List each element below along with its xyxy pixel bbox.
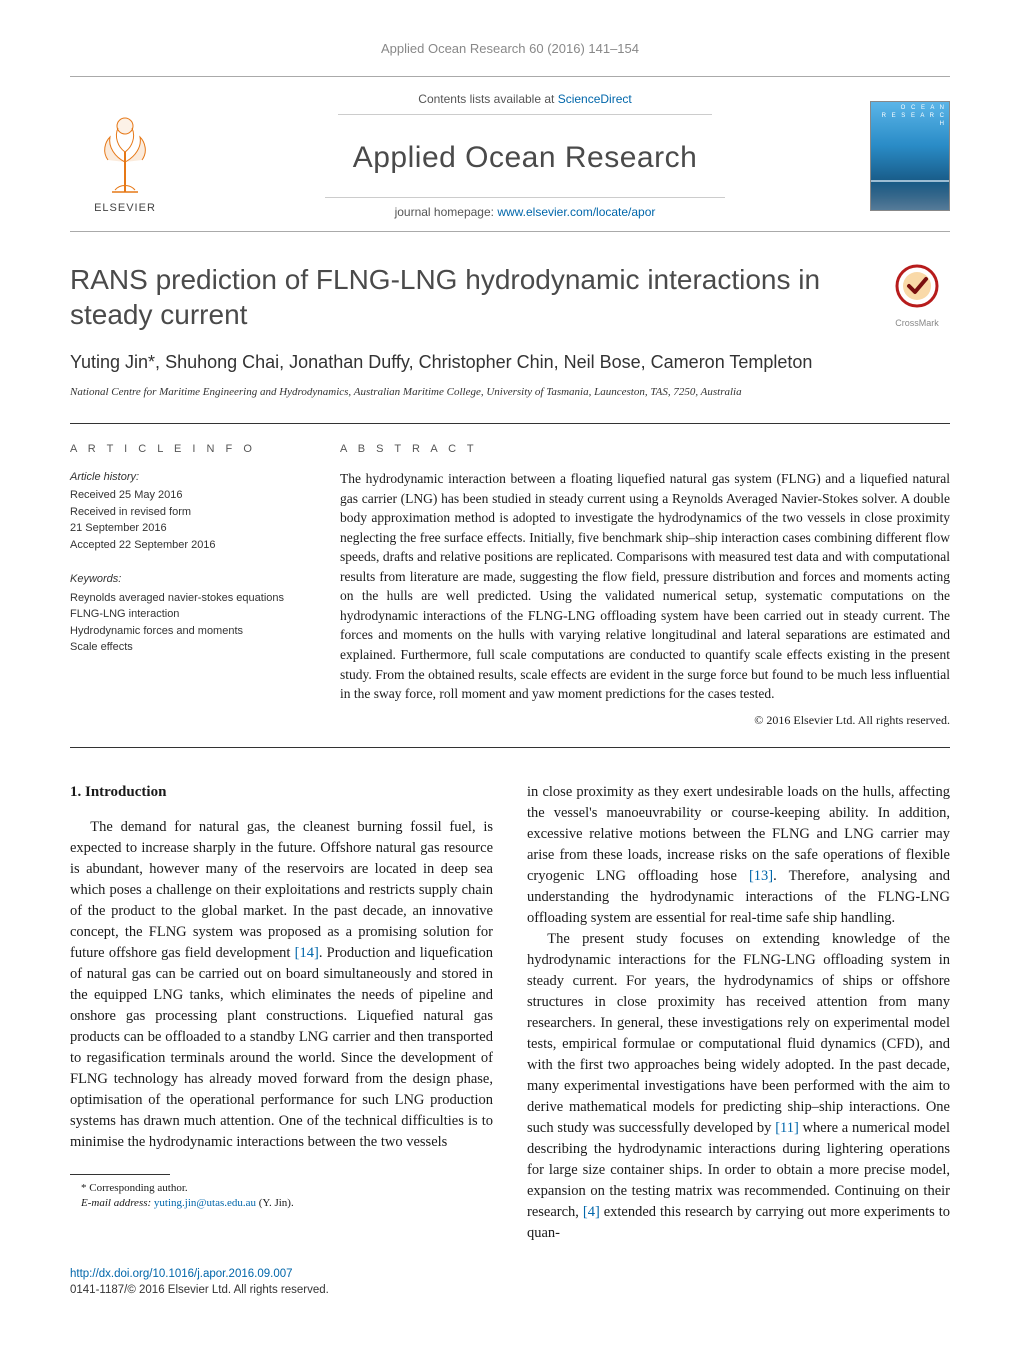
journal-header: ELSEVIER Contents lists available at Sci… xyxy=(70,76,950,232)
intro-para-3: The present study focuses on extending k… xyxy=(527,929,950,1244)
revised-label: Received in revised form xyxy=(70,504,290,521)
contents-prefix: Contents lists available at xyxy=(418,92,557,106)
abstract-text: The hydrodynamic interaction between a f… xyxy=(340,469,950,704)
header-center: Contents lists available at ScienceDirec… xyxy=(180,89,870,223)
elsevier-logo: ELSEVIER xyxy=(70,96,180,216)
footnotes: * Corresponding author. E-mail address: … xyxy=(70,1174,493,1212)
intro-para-1: The demand for natural gas, the cleanest… xyxy=(70,817,493,1153)
journal-cover-thumb: O C E A N R E S E A R C H xyxy=(870,101,950,211)
homepage-link[interactable]: www.elsevier.com/locate/apor xyxy=(497,205,655,219)
keywords-label: Keywords: xyxy=(70,571,290,588)
corresponding-author-note: * Corresponding author. xyxy=(70,1181,493,1196)
homepage-line: journal homepage: www.elsevier.com/locat… xyxy=(325,197,726,221)
elsevier-tree-icon xyxy=(90,112,160,197)
crossmark-badge[interactable]: CrossMark xyxy=(884,264,950,330)
email-suffix: (Y. Jin). xyxy=(256,1197,294,1209)
crossmark-label: CrossMark xyxy=(884,317,950,330)
footnote-rule xyxy=(70,1174,170,1175)
cover-label-2: R E S E A R C H xyxy=(874,113,946,129)
article-history-label: Article history: xyxy=(70,469,290,486)
footer-copyright: 0141-1187/© 2016 Elsevier Ltd. All right… xyxy=(70,1284,329,1296)
doi-link[interactable]: http://dx.doi.org/10.1016/j.apor.2016.09… xyxy=(70,1268,293,1280)
homepage-prefix: journal homepage: xyxy=(395,205,498,219)
running-head: Applied Ocean Research 60 (2016) 141–154 xyxy=(70,40,950,58)
section-heading-intro: 1. Introduction xyxy=(70,782,493,804)
keyword: FLNG-LNG interaction xyxy=(70,606,290,623)
abstract-heading: a b s t r a c t xyxy=(340,442,950,457)
page-footer: http://dx.doi.org/10.1016/j.apor.2016.09… xyxy=(70,1266,950,1298)
affiliation: National Centre for Maritime Engineering… xyxy=(70,385,950,400)
running-head-text: Applied Ocean Research 60 (2016) 141–154 xyxy=(381,41,639,56)
keyword: Reynolds averaged navier-stokes equation… xyxy=(70,590,290,607)
keyword: Scale effects xyxy=(70,639,290,656)
intro-para-2: in close proximity as they exert undesir… xyxy=(527,782,950,929)
revised-date: 21 September 2016 xyxy=(70,520,290,537)
ref-13[interactable]: [13] xyxy=(749,868,773,884)
article-meta: a r t i c l e i n f o Article history: R… xyxy=(70,423,950,748)
email-line: E-mail address: yuting.jin@utas.edu.au (… xyxy=(70,1196,493,1211)
cover-label-1: O C E A N xyxy=(901,105,946,113)
abstract-block: a b s t r a c t The hydrodynamic interac… xyxy=(340,424,950,747)
ref-11[interactable]: [11] xyxy=(775,1120,799,1136)
body-columns: 1. Introduction The demand for natural g… xyxy=(70,782,950,1244)
para1b: . Production and liquefication of natura… xyxy=(70,945,493,1150)
abstract-copyright: © 2016 Elsevier Ltd. All rights reserved… xyxy=(340,712,950,729)
para3a: The present study focuses on extending k… xyxy=(527,931,950,1136)
cover-wave-icon xyxy=(871,180,949,210)
para1a: The demand for natural gas, the cleanest… xyxy=(70,819,493,961)
crossmark-icon xyxy=(895,264,939,308)
journal-name: Applied Ocean Research xyxy=(180,137,870,179)
authors-line: Yuting Jin*, Shuhong Chai, Jonathan Duff… xyxy=(70,350,950,375)
authors-text: Yuting Jin*, Shuhong Chai, Jonathan Duff… xyxy=(70,352,812,372)
title-row: RANS prediction of FLNG-LNG hydrodynamic… xyxy=(70,262,950,332)
article-info-heading: a r t i c l e i n f o xyxy=(70,442,290,457)
ref-14[interactable]: [14] xyxy=(295,945,319,961)
ref-4[interactable]: [4] xyxy=(583,1204,600,1220)
email-label: E-mail address: xyxy=(81,1197,154,1209)
article-title: RANS prediction of FLNG-LNG hydrodynamic… xyxy=(70,262,872,332)
received-date: Received 25 May 2016 xyxy=(70,487,290,504)
author-email-link[interactable]: yuting.jin@utas.edu.au xyxy=(154,1197,256,1209)
elsevier-brand-text: ELSEVIER xyxy=(94,201,156,216)
article-info-block: a r t i c l e i n f o Article history: R… xyxy=(70,424,300,747)
keyword: Hydrodynamic forces and moments xyxy=(70,623,290,640)
accepted-date: Accepted 22 September 2016 xyxy=(70,537,290,554)
sciencedirect-link[interactable]: ScienceDirect xyxy=(558,92,632,106)
contents-line: Contents lists available at ScienceDirec… xyxy=(338,91,711,115)
